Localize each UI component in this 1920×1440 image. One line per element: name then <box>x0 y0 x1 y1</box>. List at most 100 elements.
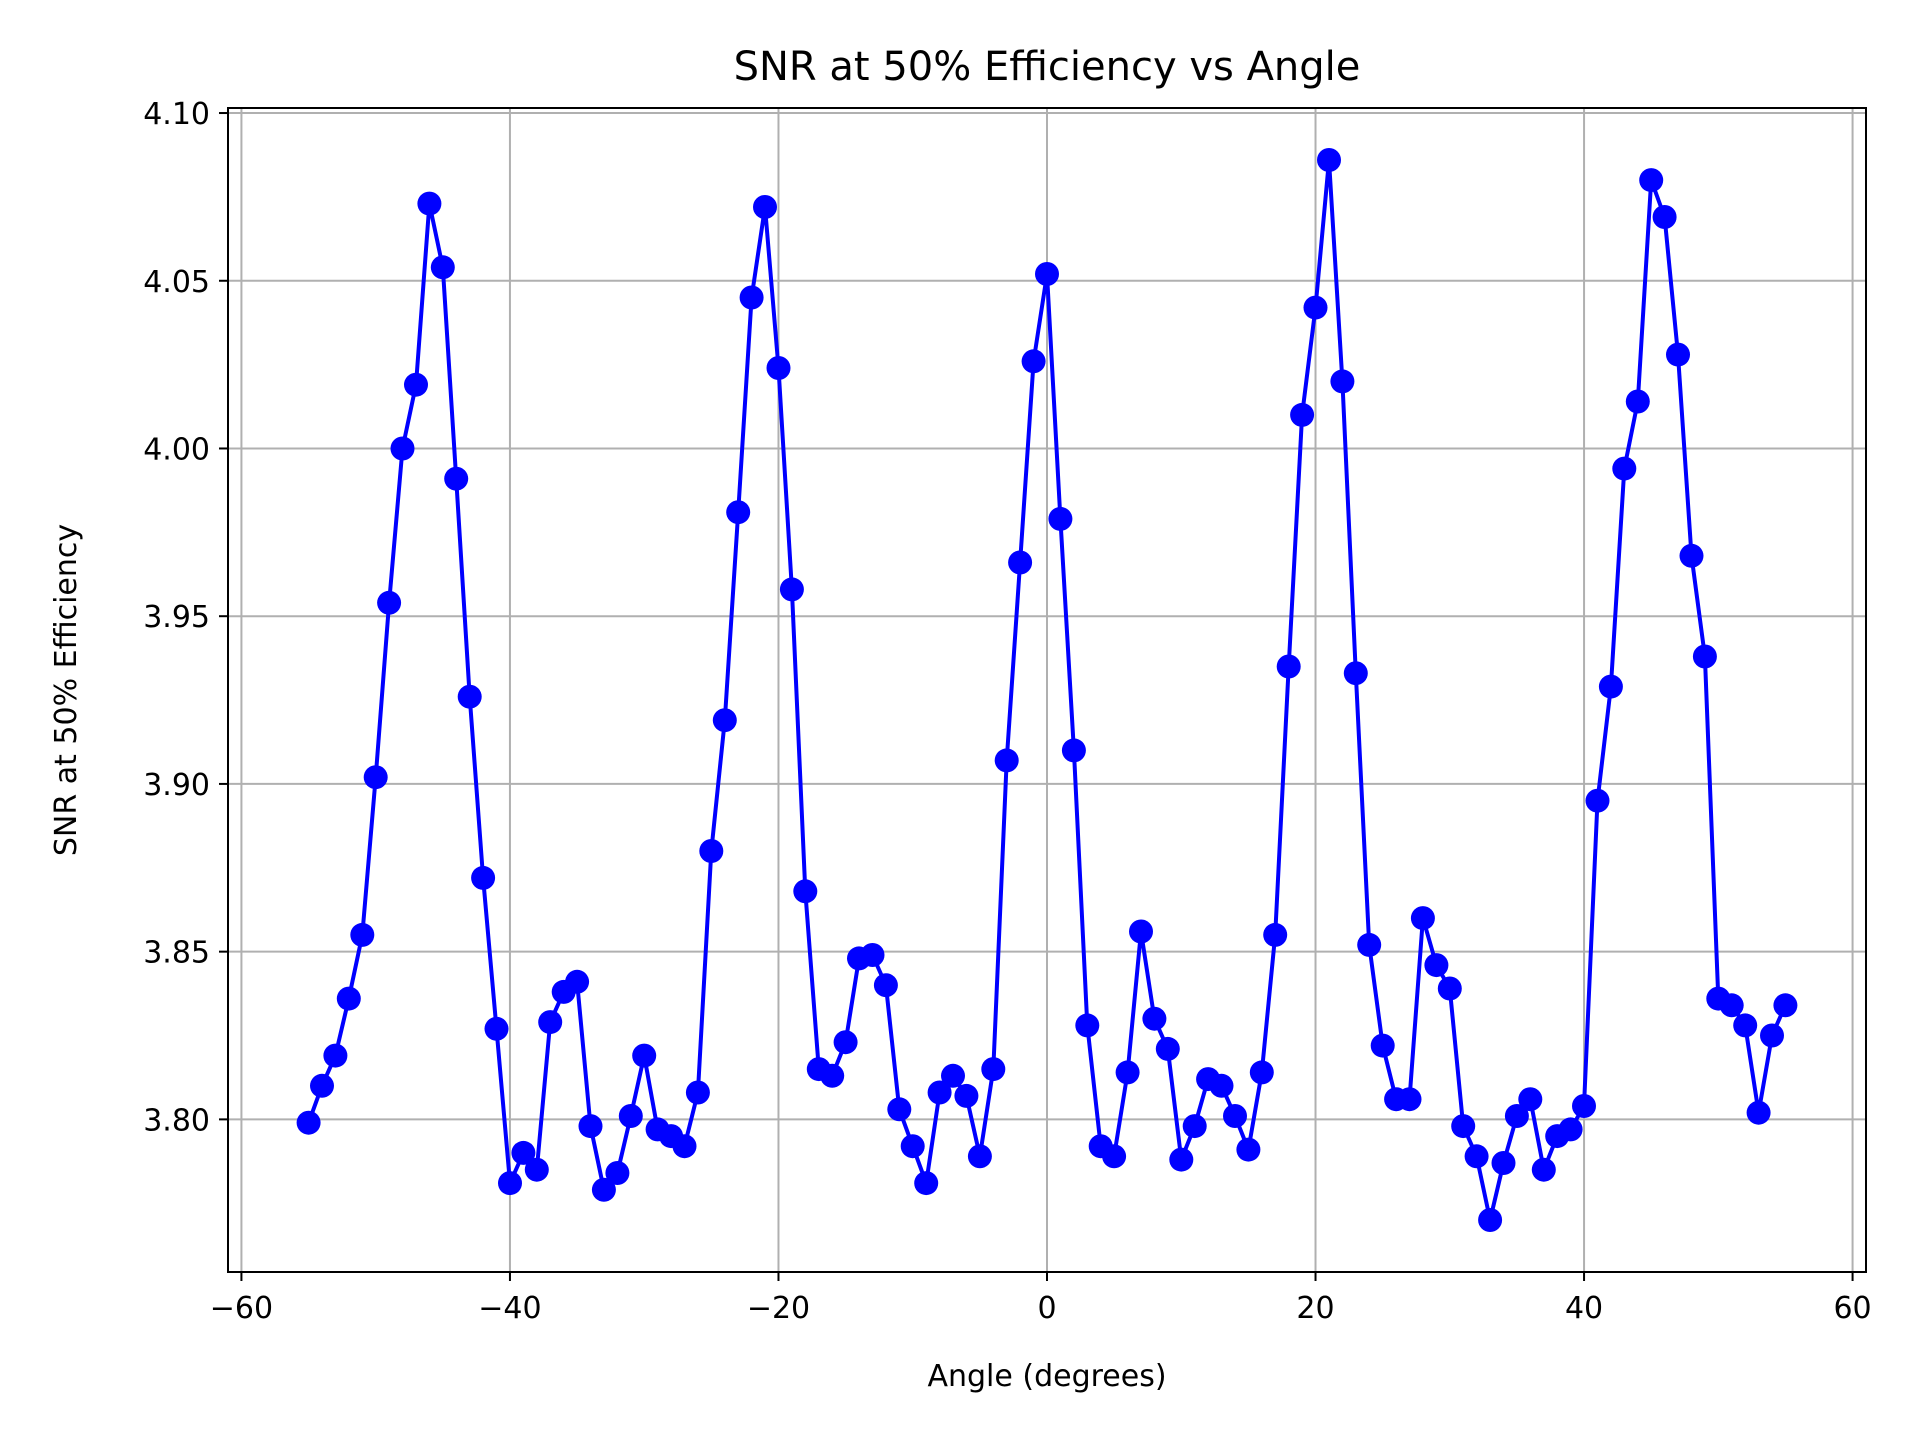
data-point <box>941 1063 965 1088</box>
data-point <box>457 684 482 709</box>
data-point <box>336 986 361 1011</box>
data-point <box>1061 738 1086 763</box>
data-point <box>1625 389 1650 414</box>
data-point <box>323 1043 348 1068</box>
data-point <box>1102 1144 1127 1169</box>
data-point <box>1773 993 1798 1018</box>
data-point <box>1558 1117 1583 1142</box>
data-point <box>444 466 469 491</box>
data-point <box>1424 953 1449 978</box>
data-point <box>1692 644 1717 669</box>
data-point <box>1317 148 1341 172</box>
data-point <box>511 1140 536 1165</box>
data-point <box>591 1177 616 1202</box>
data-point <box>833 1030 858 1055</box>
data-point <box>887 1097 912 1122</box>
data-point <box>1303 295 1328 320</box>
data-point <box>726 500 751 525</box>
data-point <box>1598 674 1623 699</box>
data-point <box>753 195 777 219</box>
data-point <box>1169 1147 1194 1172</box>
data-point <box>981 1057 1006 1082</box>
data-point <box>793 879 818 904</box>
data-point <box>1115 1060 1140 1085</box>
data-point <box>712 708 737 733</box>
data-point <box>1048 506 1073 531</box>
series-layer <box>296 148 1798 1232</box>
data-point <box>1639 168 1664 193</box>
data-point <box>618 1104 643 1128</box>
data-point <box>430 255 455 280</box>
data-point <box>766 356 791 380</box>
data-point <box>578 1114 603 1139</box>
data-point <box>1236 1137 1261 1162</box>
data-point <box>927 1080 952 1105</box>
data-point <box>1652 205 1677 229</box>
data-point <box>471 865 496 890</box>
x-tick-label: −20 <box>747 1291 810 1326</box>
data-point <box>994 748 1019 773</box>
data-point <box>1679 543 1704 568</box>
data-point <box>404 372 428 397</box>
data-point <box>1572 1094 1596 1118</box>
x-tick-label: 40 <box>1565 1291 1603 1326</box>
data-point <box>417 191 442 216</box>
data-point <box>363 765 388 790</box>
x-tick-label: 60 <box>1833 1291 1871 1326</box>
data-point <box>538 1010 563 1035</box>
data-point <box>1276 654 1301 679</box>
data-point <box>377 590 402 615</box>
x-tick-label: −60 <box>210 1291 273 1326</box>
data-point <box>350 922 375 947</box>
data-point <box>1478 1208 1503 1232</box>
data-point <box>1666 342 1690 367</box>
data-point <box>1129 919 1153 944</box>
y-tick-label: 3.85 <box>143 936 210 971</box>
data-point <box>1142 1006 1167 1031</box>
chart-title: SNR at 50% Efficiency vs Angle <box>734 44 1361 90</box>
data-point <box>1290 402 1315 427</box>
y-tick-label: 4.00 <box>143 432 210 467</box>
x-tick-label: 0 <box>1037 1291 1056 1326</box>
y-tick-label: 3.80 <box>143 1103 210 1138</box>
data-point <box>524 1157 549 1182</box>
data-point <box>967 1144 992 1169</box>
data-point <box>685 1080 710 1105</box>
data-point <box>1357 932 1382 957</box>
x-tick-label: 20 <box>1296 1291 1334 1326</box>
data-point <box>1451 1114 1476 1139</box>
data-point <box>605 1161 630 1185</box>
y-axis-label: SNR at 50% Efficiency <box>49 524 84 856</box>
data-point <box>860 943 885 967</box>
data-point <box>484 1016 509 1041</box>
data-point <box>498 1171 522 1196</box>
x-axis-label: Angle (degrees) <box>927 1359 1166 1394</box>
data-point <box>632 1043 657 1068</box>
data-point <box>1075 1013 1100 1038</box>
data-point <box>1760 1023 1784 1048</box>
data-point <box>1746 1100 1771 1125</box>
data-point <box>1504 1104 1529 1128</box>
ticks: −60 −40 −20 0 20 40 60 3.80 3.85 3.90 3.95 4.00 4.05… <box>143 97 1871 1326</box>
data-point <box>1397 1087 1422 1112</box>
data-point <box>954 1083 979 1108</box>
data-point <box>672 1134 697 1159</box>
data-point <box>296 1110 321 1135</box>
data-point <box>1035 262 1059 286</box>
data-point <box>1410 906 1435 931</box>
data-point <box>1531 1157 1556 1182</box>
data-point <box>1370 1033 1395 1058</box>
x-tick-label: −40 <box>478 1291 541 1326</box>
data-point <box>1343 661 1368 686</box>
data-point <box>914 1171 939 1196</box>
data-point <box>310 1073 334 1098</box>
data-point <box>873 973 898 998</box>
data-point <box>1464 1144 1489 1169</box>
data-point <box>1330 369 1355 394</box>
data-point <box>390 436 415 461</box>
y-tick-label: 4.10 <box>143 97 210 132</box>
data-point <box>1223 1104 1247 1128</box>
data-point <box>1008 550 1033 575</box>
